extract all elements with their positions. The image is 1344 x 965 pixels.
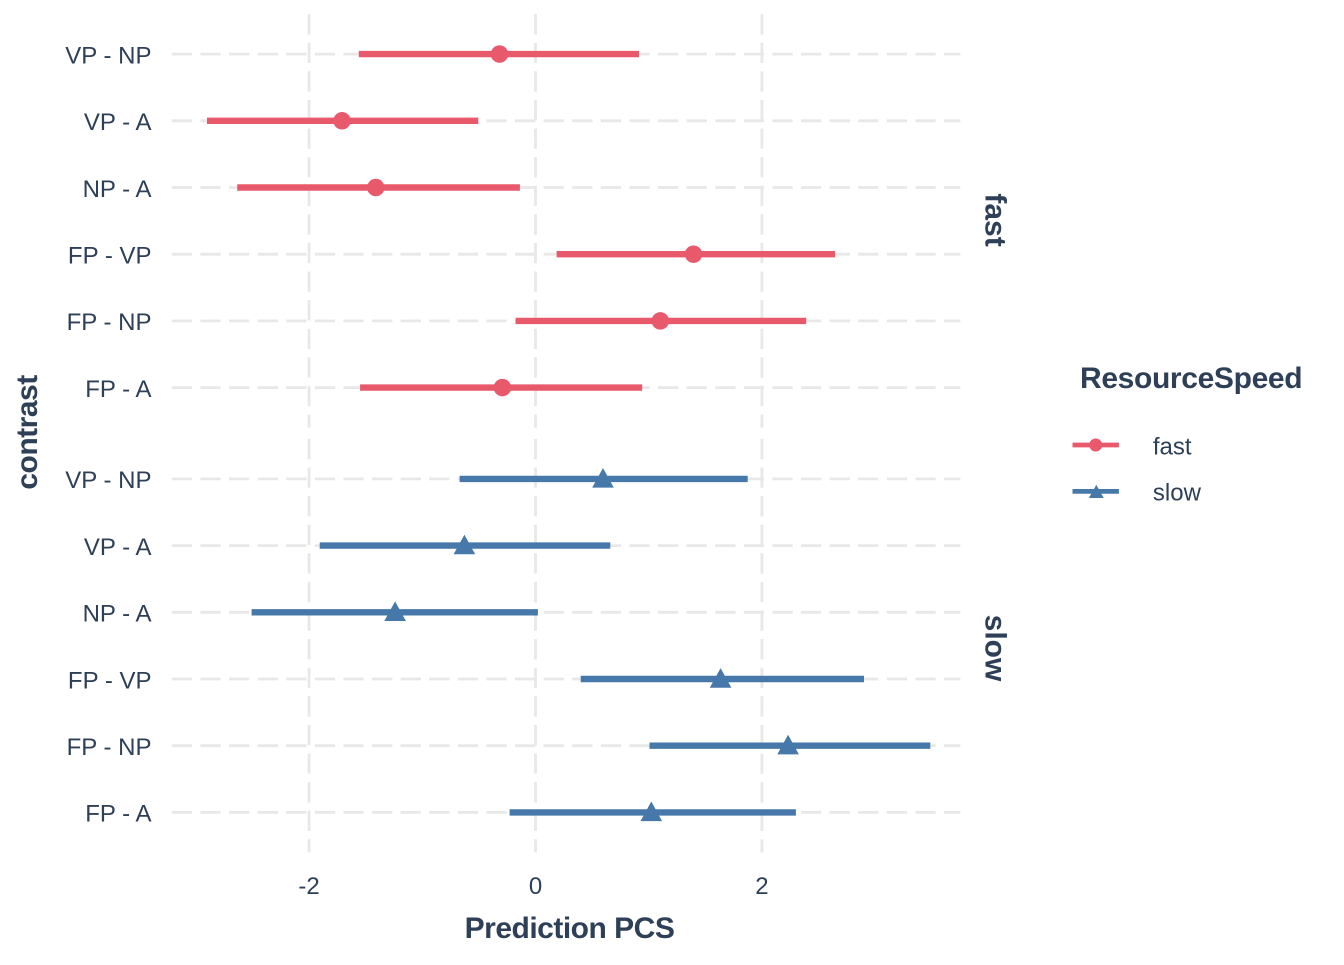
svg-text:FP - A: FP - A [85,376,151,403]
svg-text:-2: -2 [298,873,319,900]
svg-text:NP - A: NP - A [83,601,152,628]
svg-text:slow: slow [979,615,1012,682]
svg-text:2: 2 [755,873,768,900]
svg-text:fast: fast [979,193,1012,246]
svg-text:FP - VP: FP - VP [68,667,152,694]
svg-text:ResourceSpeed: ResourceSpeed [1080,362,1302,395]
svg-text:VP - A: VP - A [84,534,152,561]
svg-text:contrast: contrast [11,375,44,490]
svg-text:FP - A: FP - A [85,801,151,828]
svg-text:VP - A: VP - A [84,109,152,136]
svg-text:NP - A: NP - A [83,176,152,203]
svg-text:fast: fast [1153,433,1192,460]
svg-text:FP - VP: FP - VP [68,242,152,269]
svg-text:0: 0 [529,873,542,900]
svg-text:FP - NP: FP - NP [67,309,152,336]
svg-text:FP - NP: FP - NP [67,734,152,761]
svg-text:Prediction PCS: Prediction PCS [465,912,675,945]
svg-text:slow: slow [1153,480,1202,507]
svg-text:VP - NP: VP - NP [65,42,151,69]
svg-text:VP - NP: VP - NP [65,467,151,494]
